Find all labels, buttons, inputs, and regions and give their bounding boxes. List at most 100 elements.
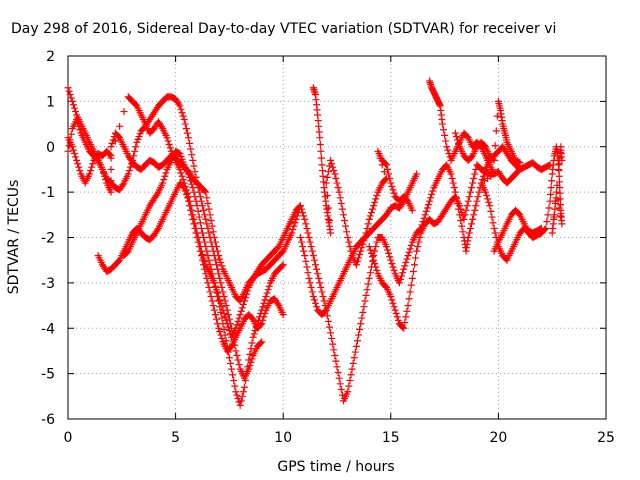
data-point [342, 222, 350, 230]
data-point [330, 346, 338, 354]
data-point [205, 229, 213, 237]
data-point [451, 129, 459, 137]
data-point [70, 150, 78, 158]
data-point [387, 256, 395, 264]
data-point [339, 211, 347, 219]
data-point [207, 292, 215, 300]
data-point [307, 283, 315, 291]
data-point [68, 143, 76, 151]
data-point [543, 218, 551, 226]
data-point [345, 238, 353, 246]
data-point [371, 260, 379, 268]
data-point [452, 194, 460, 202]
data-point [75, 163, 83, 171]
data-point [373, 266, 381, 274]
data-point [413, 170, 421, 178]
data-point [381, 160, 389, 168]
data-point [262, 292, 270, 300]
data-point [188, 180, 196, 188]
data-point [235, 314, 243, 322]
data-point [400, 324, 408, 332]
data-point [313, 303, 321, 311]
data-point [458, 222, 466, 230]
data-point [316, 134, 324, 142]
data-point [373, 192, 381, 200]
data-point [181, 187, 189, 195]
data-point [204, 252, 212, 260]
data-point [203, 194, 211, 202]
data-point [396, 275, 404, 283]
data-point [455, 139, 463, 147]
data-point [107, 143, 115, 151]
data-point [303, 263, 311, 271]
data-point [329, 163, 337, 171]
data-point [209, 302, 217, 310]
data-point [311, 261, 319, 269]
data-point [389, 263, 397, 271]
data-point [88, 163, 96, 171]
data-point [547, 184, 555, 192]
data-point [480, 169, 488, 177]
data-point [344, 388, 352, 396]
data-point [106, 151, 114, 159]
data-point [404, 302, 412, 310]
data-point [208, 270, 216, 278]
data-point [393, 313, 401, 321]
data-point [352, 342, 360, 350]
x-tick-label: 15 [382, 430, 400, 446]
data-point [370, 202, 378, 210]
data-point [355, 331, 363, 339]
data-point [66, 91, 74, 99]
data-point [304, 229, 312, 237]
data-point [460, 215, 468, 223]
data-point [86, 170, 94, 178]
data-point [185, 170, 193, 178]
data-point [323, 312, 331, 320]
data-point [366, 269, 374, 277]
data-point [515, 164, 523, 172]
data-point [164, 137, 172, 145]
data-point [116, 122, 124, 130]
data-point [558, 220, 566, 228]
data-point [471, 206, 479, 214]
data-point [217, 331, 225, 339]
data-point [388, 182, 396, 190]
data-point [279, 261, 287, 269]
data-point [353, 337, 361, 345]
data-point [203, 220, 211, 228]
data-point [189, 156, 197, 164]
data-point [197, 224, 205, 232]
data-point [162, 169, 170, 177]
data-point [190, 188, 198, 196]
data-point [183, 129, 191, 137]
data-point [408, 274, 416, 282]
data-point [362, 229, 370, 237]
data-point [107, 177, 115, 185]
data-point [557, 212, 565, 220]
data-point [239, 300, 247, 308]
data-point [179, 182, 187, 190]
data-point [423, 204, 431, 212]
data-point [216, 296, 224, 304]
data-point [403, 307, 411, 315]
data-point [333, 363, 341, 371]
x-tick-labels: 0 5 10 15 20 25 [64, 430, 615, 446]
series-10 [451, 97, 524, 167]
data-point [73, 156, 81, 164]
data-point [333, 179, 341, 187]
data-point [239, 388, 247, 396]
data-point [470, 175, 478, 183]
data-point [459, 228, 467, 236]
data-point [420, 214, 428, 222]
data-point [214, 289, 222, 297]
data-point [200, 261, 208, 269]
data-point [302, 220, 310, 228]
data-point [296, 202, 304, 210]
data-point [194, 207, 202, 215]
data-point [323, 173, 331, 181]
data-point [231, 382, 239, 390]
data-point [406, 245, 414, 253]
data-point [225, 354, 233, 362]
data-point [246, 350, 254, 358]
data-point [189, 184, 197, 192]
